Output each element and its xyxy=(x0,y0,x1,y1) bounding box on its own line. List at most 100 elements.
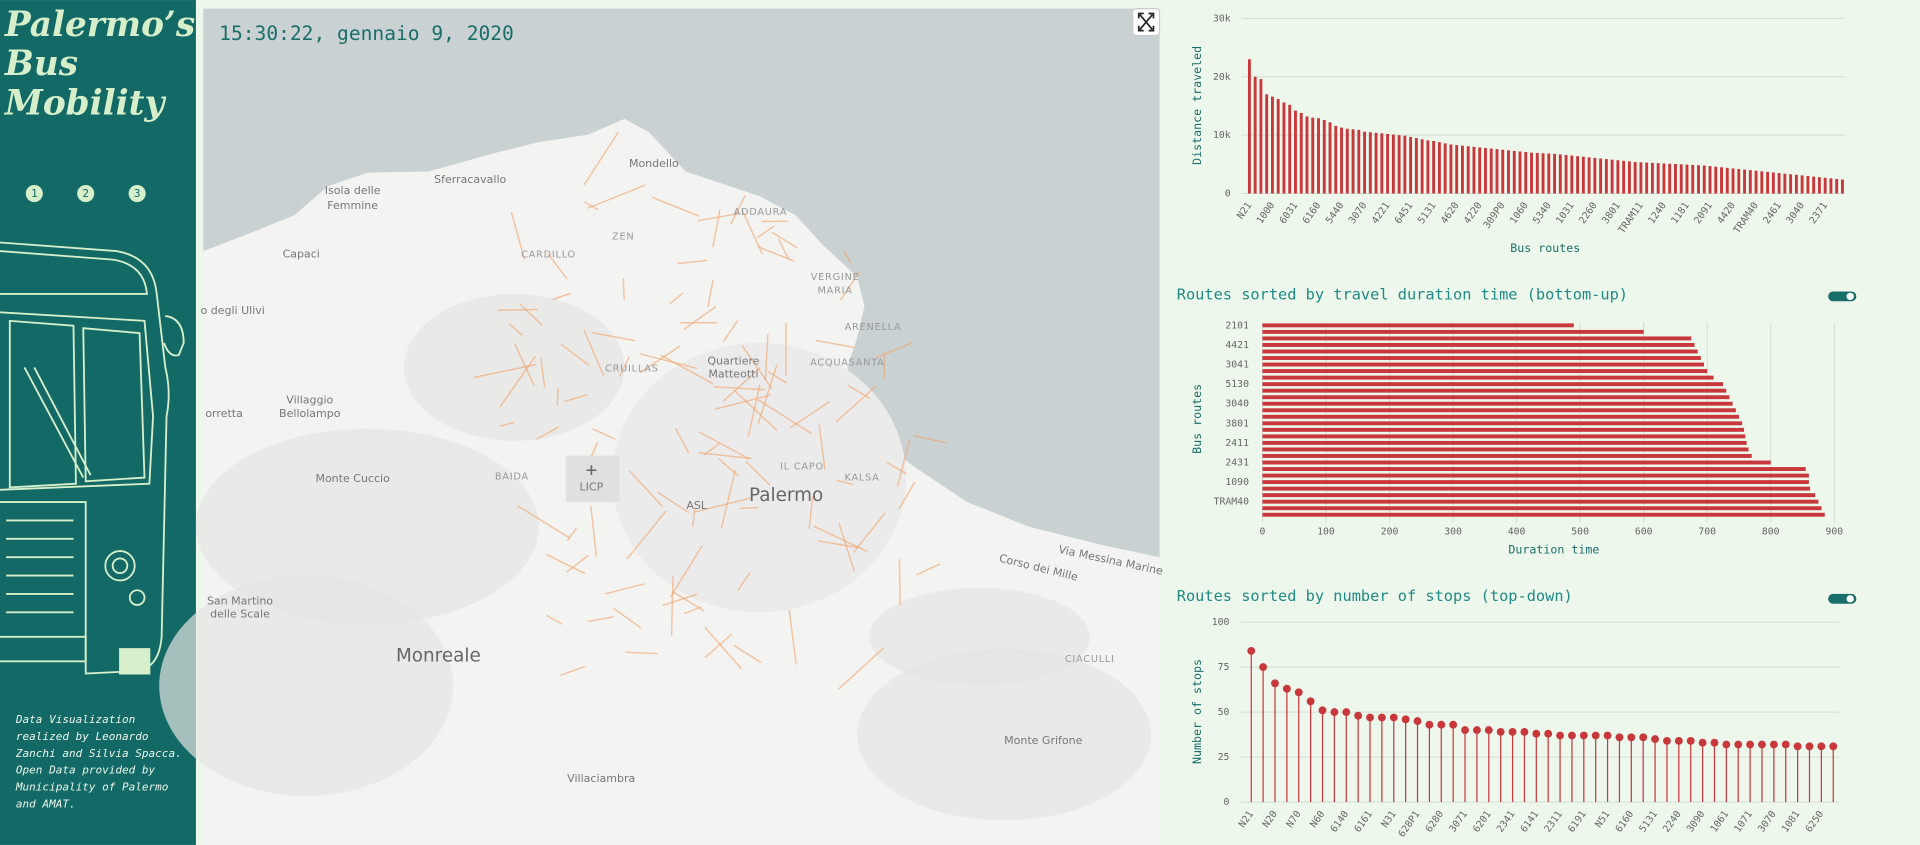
lollipop-head xyxy=(1805,742,1814,751)
bar xyxy=(1794,174,1798,194)
bar xyxy=(1737,169,1741,194)
bus-trace xyxy=(508,323,523,337)
bus-trace xyxy=(712,209,721,248)
bar xyxy=(1691,164,1695,194)
bar xyxy=(1610,159,1614,194)
chart-title: Routes sorted by number of stops (top-do… xyxy=(1177,587,1573,605)
bar xyxy=(1262,427,1745,432)
bar xyxy=(1783,173,1787,194)
bar xyxy=(1823,177,1827,194)
fullscreen-icon xyxy=(1137,12,1155,32)
bar xyxy=(1265,94,1269,194)
bus-trace xyxy=(733,645,762,664)
bar xyxy=(1262,356,1701,360)
bus-trace xyxy=(730,195,746,225)
y-tick-label: 100 xyxy=(1212,617,1230,628)
place-label: KALSA xyxy=(844,473,879,484)
bar xyxy=(1409,136,1413,194)
bar xyxy=(1311,117,1315,194)
bus-trace xyxy=(591,331,636,342)
place-label: ZEN xyxy=(612,231,634,242)
bus-trace xyxy=(564,394,588,403)
bar xyxy=(1484,147,1487,194)
y-tick-label: 20k xyxy=(1213,72,1231,83)
nav-circle[interactable] xyxy=(77,184,95,203)
place-label: VERGINE xyxy=(811,272,860,283)
bus-trace xyxy=(757,399,813,435)
credits: Data Visualization realized by Leonardo Za… xyxy=(15,713,182,810)
toggle-knob[interactable] xyxy=(1846,292,1854,301)
bus-trace xyxy=(720,469,736,529)
bar xyxy=(1262,408,1736,413)
bar xyxy=(1541,153,1545,194)
bar xyxy=(1840,179,1844,194)
lollipop-head xyxy=(1651,735,1660,744)
lollipop-head xyxy=(1710,738,1719,747)
lollipop-head xyxy=(1674,736,1683,745)
bus-trace xyxy=(837,647,885,690)
bar xyxy=(1397,135,1401,194)
toggle-knob[interactable] xyxy=(1846,595,1854,603)
bus-trace xyxy=(628,469,664,508)
lollipop-head xyxy=(1508,727,1517,736)
nav-circle[interactable] xyxy=(25,184,43,203)
bus-trace xyxy=(848,384,871,400)
place-label: Villaciambra xyxy=(567,772,635,785)
nav-circle[interactable] xyxy=(128,184,146,203)
bar xyxy=(1380,133,1384,194)
toggle[interactable] xyxy=(1828,291,1857,302)
bar xyxy=(1262,493,1816,498)
bar xyxy=(1656,163,1660,194)
bar xyxy=(1472,146,1476,194)
bar xyxy=(1420,139,1424,194)
bar xyxy=(1766,171,1770,194)
bar xyxy=(1262,414,1739,419)
bus-trace xyxy=(698,452,752,460)
nav-label[interactable]: 2 xyxy=(82,187,89,200)
toggle[interactable] xyxy=(1828,593,1857,604)
y-tick-label: 75 xyxy=(1218,662,1230,673)
bar xyxy=(1633,162,1637,194)
bar xyxy=(1426,140,1430,194)
nav-label[interactable]: 1 xyxy=(31,187,38,200)
bus-trace xyxy=(916,563,941,576)
lollipop-head xyxy=(1520,727,1529,736)
x-tick-label: 0 xyxy=(1260,526,1266,537)
bus-trace xyxy=(741,208,763,255)
bus-trace xyxy=(713,386,766,391)
nav-item[interactable]: 3 xyxy=(128,184,146,203)
place-label: Quartiere xyxy=(707,354,759,367)
bar xyxy=(1262,421,1743,426)
bar xyxy=(1685,164,1689,194)
lollipop-head xyxy=(1793,742,1802,751)
bar xyxy=(1674,164,1677,194)
airport-icon xyxy=(586,465,597,476)
lollipop-head xyxy=(1734,740,1743,749)
nav-item[interactable]: 1 xyxy=(25,184,43,203)
place-label: MARIA xyxy=(818,285,853,296)
y-tick-label: 3040 xyxy=(1225,399,1249,410)
bar xyxy=(1262,486,1811,491)
bus-trace xyxy=(698,431,751,460)
nav: 1 2 3 xyxy=(25,184,146,203)
y-tick-label: 30k xyxy=(1213,13,1231,24)
bar xyxy=(1771,172,1775,194)
credit-line: Municipality of Palermo xyxy=(15,781,169,794)
bus-trace xyxy=(583,131,620,186)
bar xyxy=(1262,395,1730,400)
nav-item[interactable]: 2 xyxy=(77,184,95,203)
nav-label[interactable]: 3 xyxy=(134,187,141,200)
bar xyxy=(1817,177,1821,194)
fullscreen-button[interactable] xyxy=(1132,8,1161,37)
place-label: Capaci xyxy=(283,248,320,261)
title-line: Mobility xyxy=(4,83,167,123)
bar xyxy=(1262,388,1727,393)
lollipop-head xyxy=(1829,742,1838,751)
bar xyxy=(1328,122,1332,194)
place-label: Mondello xyxy=(629,157,679,170)
bar xyxy=(1262,480,1809,485)
bar xyxy=(1262,467,1806,471)
bus-trace xyxy=(662,593,698,607)
bar xyxy=(1262,349,1698,354)
bus-trace xyxy=(745,460,771,486)
